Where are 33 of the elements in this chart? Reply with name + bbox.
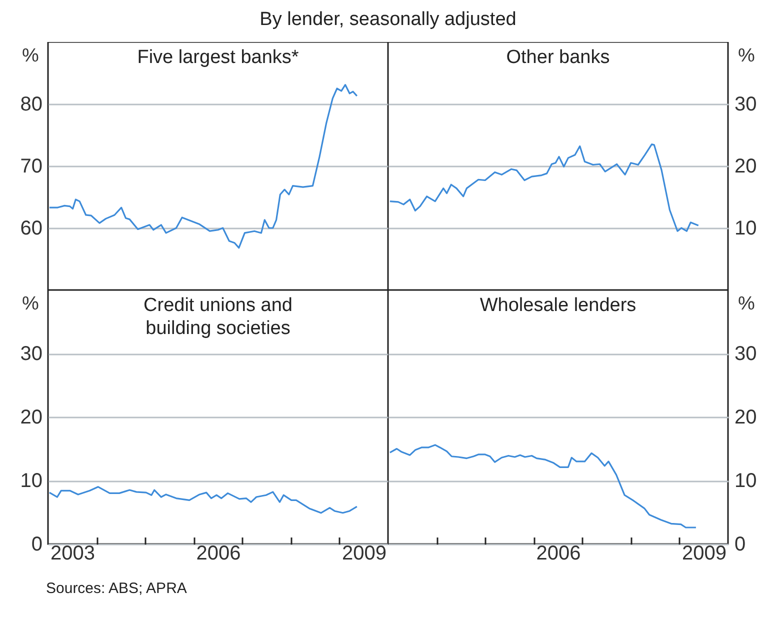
y-tick-label: 30	[20, 343, 42, 365]
y2-tick-label: 10	[734, 218, 757, 240]
line-series	[389, 144, 700, 232]
x-tick-label: 2006	[536, 542, 581, 564]
chart-subtitle: By lender, seasonally adjusted	[258, 8, 518, 32]
y-axis-title: %	[22, 294, 40, 314]
line-series	[48, 486, 358, 514]
chart-title: Wholesale lenders	[480, 295, 636, 316]
text: Credit unions and building societies	[144, 295, 292, 339]
y2-axis-title: %	[738, 294, 756, 314]
y-axis-title: %	[22, 46, 40, 66]
y2-tick-label: 10	[734, 470, 757, 492]
chart-title: Other banks	[506, 47, 610, 68]
y-tick-label: 70	[20, 156, 42, 178]
line-series	[48, 84, 358, 249]
y2-tick-label: 0	[734, 534, 746, 556]
y-tick-label: 80	[20, 94, 42, 116]
y-tick-label: 0	[31, 534, 42, 556]
source-note: Sources: ABS; APRA	[46, 580, 188, 598]
y-tick-label: 20	[20, 406, 42, 428]
y-tick-label: 10	[20, 470, 42, 492]
y2-tick-label: 20	[734, 406, 757, 428]
line-series	[389, 444, 697, 528]
y2-tick-label: 30	[734, 343, 757, 365]
y2-tick-label: 30	[734, 94, 757, 116]
y-tick-label: 60	[20, 218, 42, 240]
y2-axis-title: %	[738, 46, 756, 66]
x-tick-label: 2009	[682, 542, 726, 564]
x-tick-label: 2009	[342, 542, 386, 564]
y2-tick-label: 20	[734, 156, 757, 178]
x-tick-label: 2006	[196, 542, 241, 564]
x-tick-label: 2003	[50, 542, 96, 564]
chart-title: Five largest banks*	[137, 47, 300, 68]
